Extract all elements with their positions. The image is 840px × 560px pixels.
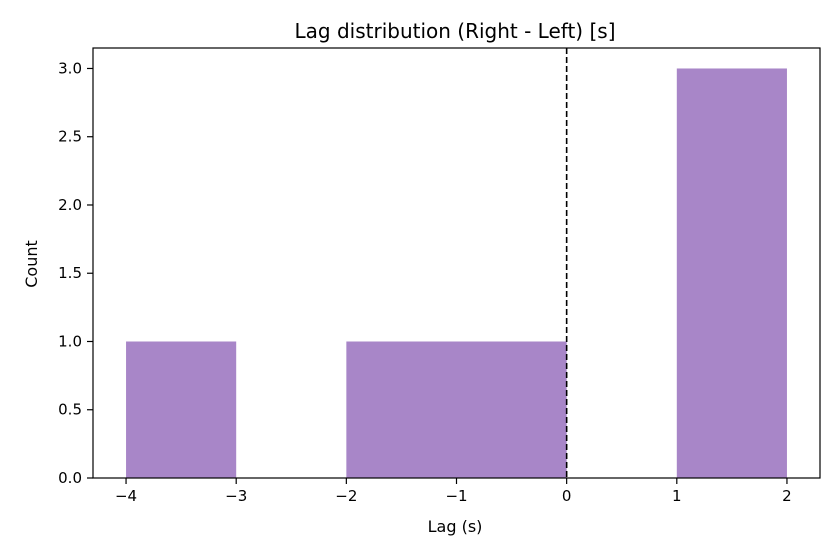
x-tick-label: 2	[782, 487, 792, 505]
histogram-bar	[456, 341, 567, 478]
y-tick-label: 3.0	[58, 59, 82, 77]
y-ticks-group: 0.0 0.5 1.0 1.5 2.0 2.5 3.0	[58, 59, 93, 487]
x-ticks-group: −4 −3 −2 −1 0 1 2	[115, 478, 792, 505]
bars-group	[126, 68, 787, 478]
y-axis-label: Count	[22, 240, 41, 288]
y-tick-label: 1.0	[58, 332, 82, 350]
x-tick-label: −4	[115, 487, 137, 505]
y-tick-label: 2.5	[58, 128, 82, 146]
histogram-bar	[676, 68, 787, 478]
y-tick-label: 2.0	[58, 196, 82, 214]
x-tick-label: −2	[335, 487, 357, 505]
x-tick-label: 0	[562, 487, 572, 505]
x-tick-label: −3	[225, 487, 247, 505]
y-tick-label: 0.0	[58, 469, 82, 487]
x-axis-label: Lag (s)	[428, 517, 483, 536]
x-tick-label: −1	[445, 487, 467, 505]
histogram-bar	[126, 341, 237, 478]
y-tick-label: 1.5	[58, 264, 82, 282]
chart-title: Lag distribution (Right - Left) [s]	[295, 19, 616, 43]
x-tick-label: 1	[672, 487, 682, 505]
histogram-bar	[346, 341, 457, 478]
y-tick-label: 0.5	[58, 401, 82, 419]
